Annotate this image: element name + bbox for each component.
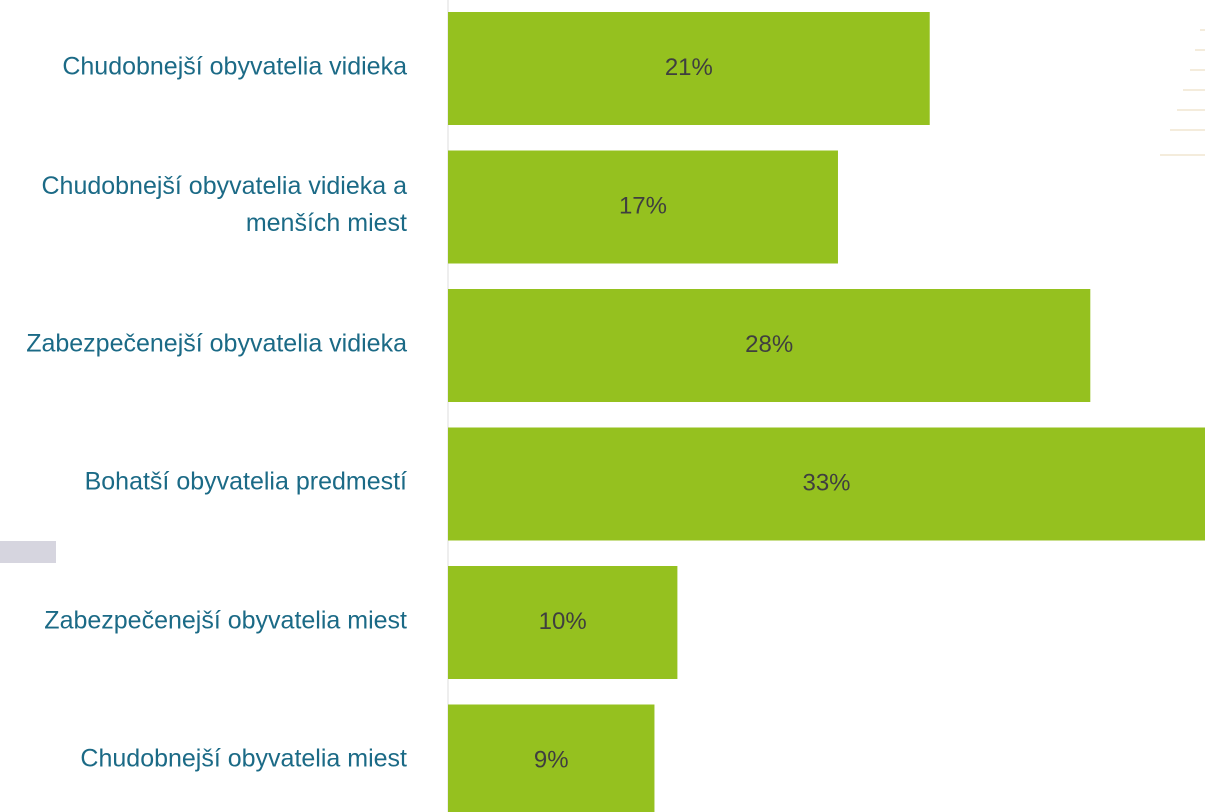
value-label: 10% bbox=[539, 608, 587, 635]
category-label: Bohatší obyvatelia predmestí bbox=[5, 464, 407, 501]
value-label: 33% bbox=[802, 469, 850, 496]
plot-area: 21% 17% 28% 33% 10% 9% bbox=[0, 0, 1205, 812]
chart: 21% 17% 28% 33% 10% 9% Chudobnejší obyvatelia… bbox=[0, 0, 1205, 812]
value-label: 28% bbox=[745, 331, 793, 358]
category-label: Zabezpečenejší obyvatelia miest bbox=[5, 602, 407, 639]
value-label: 17% bbox=[619, 192, 667, 219]
category-label: Chudobnejší obyvatelia vidieka bbox=[5, 48, 407, 85]
category-label: Chudobnejší obyvatelia vidieka a menších… bbox=[5, 168, 407, 242]
category-label: Zabezpečenejší obyvatelia vidieka bbox=[5, 325, 407, 362]
category-label: Chudobnejší obyvatelia miest bbox=[5, 741, 407, 778]
value-label: 21% bbox=[665, 54, 713, 81]
value-label: 9% bbox=[534, 746, 569, 773]
decoration bbox=[0, 541, 56, 563]
decoration bbox=[1160, 30, 1205, 155]
